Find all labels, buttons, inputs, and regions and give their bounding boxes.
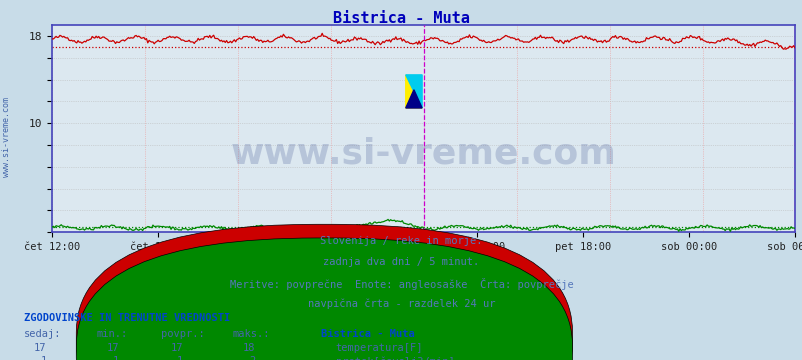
Text: pretok[čevelj3/min]: pretok[čevelj3/min] xyxy=(335,356,454,360)
Text: min.:: min.: xyxy=(96,329,128,339)
Polygon shape xyxy=(405,75,422,108)
Text: 17: 17 xyxy=(106,343,119,353)
Text: povpr.:: povpr.: xyxy=(160,329,204,339)
Text: 18: 18 xyxy=(242,343,255,353)
Text: maks.:: maks.: xyxy=(233,329,270,339)
Text: www.si-vreme.com: www.si-vreme.com xyxy=(2,97,11,177)
Text: www.si-vreme.com: www.si-vreme.com xyxy=(230,136,616,171)
Text: 2: 2 xyxy=(249,356,255,360)
Text: Bistrica - Muta: Bistrica - Muta xyxy=(321,329,415,339)
Polygon shape xyxy=(405,75,422,108)
Text: zadnja dva dni / 5 minut.: zadnja dva dni / 5 minut. xyxy=(323,257,479,267)
Text: 1: 1 xyxy=(112,356,119,360)
Text: sedaj:: sedaj: xyxy=(24,329,62,339)
Text: 17: 17 xyxy=(34,343,47,353)
Text: 1: 1 xyxy=(176,356,183,360)
Text: Meritve: povprečne  Enote: angleosaške  Črta: povprečje: Meritve: povprečne Enote: angleosaške Čr… xyxy=(229,278,573,289)
Text: temperatura[F]: temperatura[F] xyxy=(335,343,423,353)
Text: navpična črta - razdelek 24 ur: navpična črta - razdelek 24 ur xyxy=(307,298,495,309)
Polygon shape xyxy=(405,90,422,108)
Text: 17: 17 xyxy=(170,343,183,353)
Text: 1: 1 xyxy=(40,356,47,360)
Text: ZGODOVINSKE IN TRENUTNE VREDNOSTI: ZGODOVINSKE IN TRENUTNE VREDNOSTI xyxy=(24,313,230,323)
Text: Slovenija / reke in morje.: Slovenija / reke in morje. xyxy=(320,236,482,246)
Text: Bistrica - Muta: Bistrica - Muta xyxy=(333,11,469,26)
